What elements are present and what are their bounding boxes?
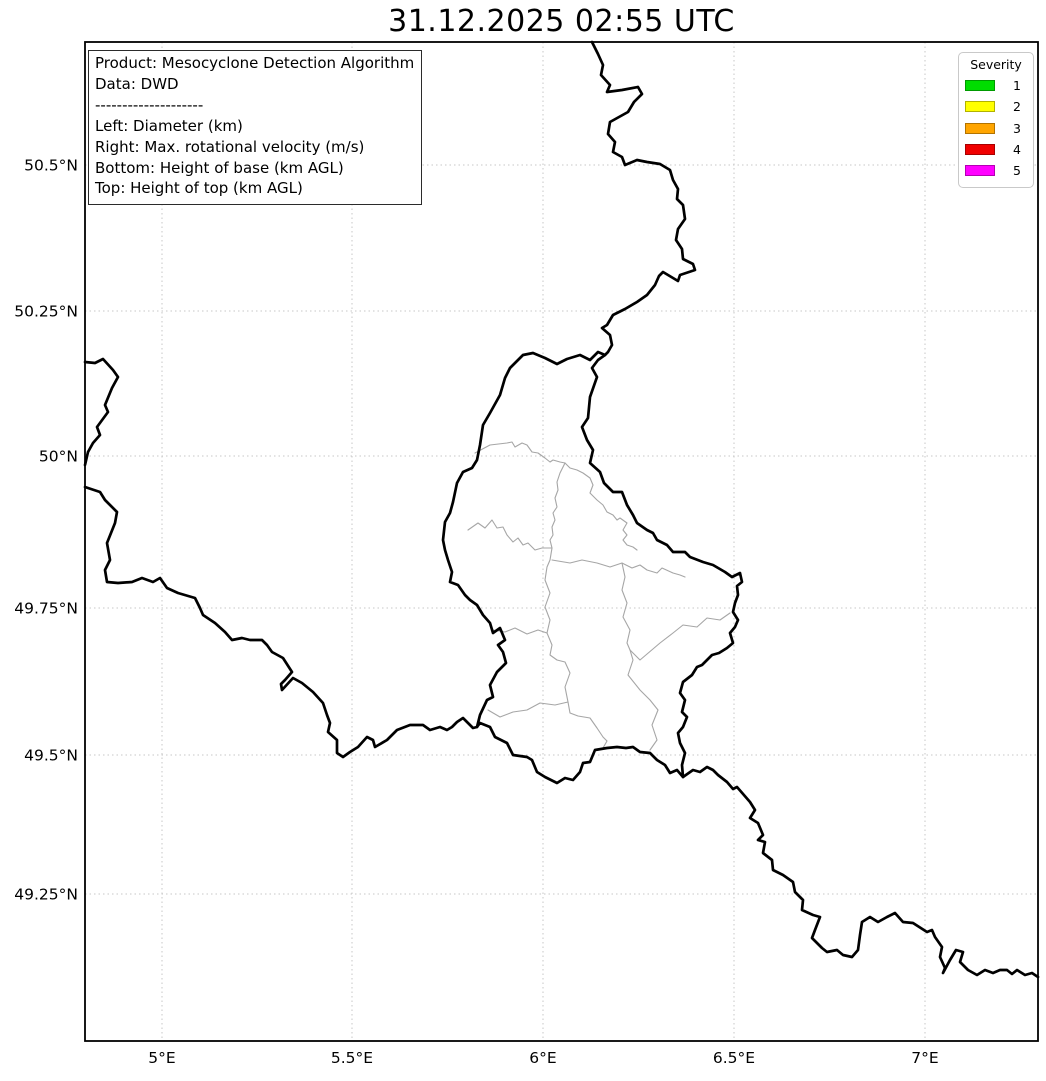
- legend-color-swatch: [965, 101, 995, 113]
- y-tick-label: 49.25°N: [14, 886, 78, 904]
- legend-items: 1 2 3 4 5: [959, 75, 1033, 181]
- legend-item-label: 2: [1013, 99, 1021, 115]
- legend-color-swatch: [965, 80, 995, 92]
- y-tick-label: 49.5°N: [24, 747, 78, 765]
- info-line: Data: DWD: [95, 74, 179, 93]
- legend-item: 4: [959, 139, 1033, 160]
- map-frame: [84, 41, 1039, 1042]
- y-tick-label: 50.25°N: [14, 303, 78, 321]
- legend-color-swatch: [965, 165, 995, 177]
- legend-title: Severity: [970, 57, 1022, 72]
- info-line: Top: Height of top (km AGL): [95, 179, 303, 198]
- country-border: [83, 485, 479, 759]
- severity-legend: Severity 1 2 3 4 5: [958, 52, 1034, 189]
- x-tick-label: 5°E: [148, 1049, 175, 1067]
- legend-item: 3: [959, 118, 1033, 139]
- legend-item-label: 5: [1013, 163, 1021, 179]
- district-border: [487, 701, 569, 718]
- plot-title: 31.12.2025 02:55 UTC: [388, 4, 735, 39]
- district-border: [627, 649, 659, 751]
- info-line: Left: Diameter (km): [95, 116, 243, 135]
- legend-item-label: 1: [1013, 78, 1021, 94]
- legend-item-label: 4: [1013, 142, 1021, 158]
- x-tick-label: 7°E: [911, 1049, 938, 1067]
- legend-color-swatch: [965, 122, 995, 134]
- legend-item: 1: [959, 75, 1033, 96]
- country-border: [441, 350, 744, 785]
- district-border: [629, 612, 731, 661]
- x-tick-label: 5.5°E: [331, 1049, 373, 1067]
- y-tick-label: 50°N: [39, 448, 78, 466]
- legend-item: 2: [959, 96, 1033, 117]
- country-border: [681, 765, 1040, 979]
- legend-item: 5: [959, 160, 1033, 181]
- country-border: [83, 357, 120, 467]
- legend-color-swatch: [965, 144, 995, 156]
- x-tick-label: 6°E: [529, 1049, 556, 1067]
- country-border: [590, 40, 697, 357]
- product-info-box: Product: Mesocyclone Detection Algorithm…: [88, 50, 423, 206]
- district-border: [551, 559, 686, 578]
- district-border: [467, 519, 553, 551]
- district-border: [621, 562, 631, 651]
- y-tick-label: 49.75°N: [14, 600, 78, 618]
- y-tick-label: 50.5°N: [24, 157, 78, 175]
- district-border: [474, 441, 566, 464]
- info-line: Right: Max. rotational velocity (m/s): [95, 137, 365, 156]
- info-line: Product: Mesocyclone Detection Algorithm: [95, 54, 415, 72]
- district-border: [564, 462, 638, 551]
- info-line: --------------------: [95, 95, 204, 114]
- district-border: [544, 462, 608, 749]
- info-line: Bottom: Height of base (km AGL): [95, 158, 344, 177]
- legend-item-label: 3: [1013, 120, 1021, 136]
- x-tick-label: 6.5°E: [713, 1049, 755, 1067]
- district-border: [492, 627, 548, 635]
